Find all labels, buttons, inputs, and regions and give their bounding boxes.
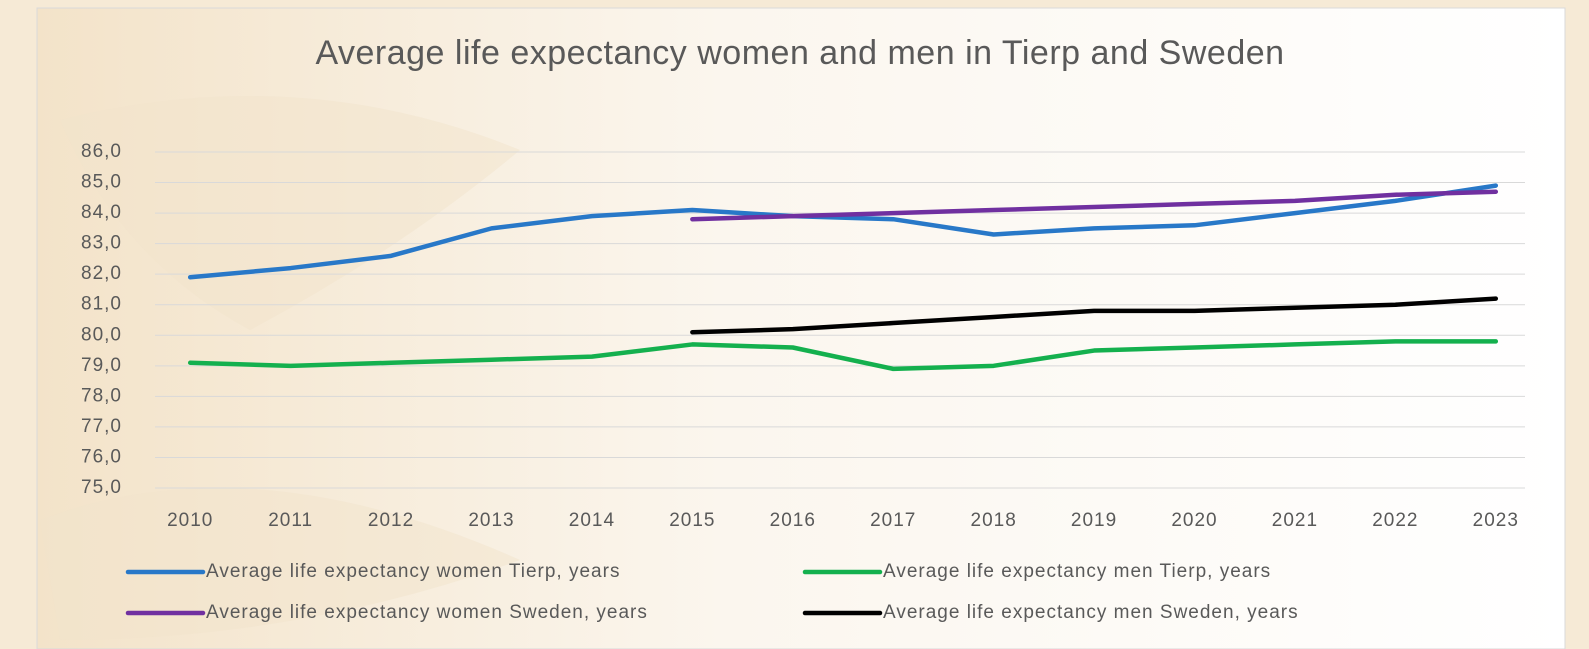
page: Average life expectancy women and men in… — [0, 0, 1589, 649]
y-tick-label: 79,0 — [81, 355, 122, 376]
x-tick-label: 2018 — [971, 510, 1017, 531]
y-tick-label: 84,0 — [81, 202, 122, 223]
line-series — [692, 299, 1495, 333]
x-tick-label: 2013 — [468, 510, 514, 531]
x-tick-label: 2010 — [167, 510, 213, 531]
x-tick-label: 2021 — [1272, 510, 1318, 531]
y-tick-label: 86,0 — [81, 141, 122, 162]
y-tick-label: 83,0 — [81, 233, 122, 254]
x-tick-label: 2014 — [569, 510, 615, 531]
x-tick-label: 2023 — [1473, 510, 1519, 531]
x-tick-label: 2020 — [1171, 510, 1217, 531]
legend-label: Average life expectancy men Sweden, year… — [883, 602, 1299, 623]
x-tick-label: 2022 — [1372, 510, 1418, 531]
y-tick-label: 82,0 — [81, 263, 122, 284]
y-tick-label: 80,0 — [81, 324, 122, 345]
legend-label: Average life expectancy women Sweden, ye… — [206, 602, 648, 623]
chart: 75,0 76,0 77,0 78,0 79,0 80,0 81,0 82,0 83,0 84,0… — [0, 0, 1589, 649]
line-series — [190, 341, 1496, 368]
x-tick-label: 2019 — [1071, 510, 1117, 531]
x-tick-label: 2017 — [870, 510, 916, 531]
y-tick-label: 85,0 — [81, 172, 122, 193]
legend-label: Average life expectancy women Tierp, yea… — [206, 561, 620, 582]
y-tick-label: 76,0 — [81, 446, 122, 467]
x-tick-label: 2015 — [669, 510, 715, 531]
y-tick-label: 81,0 — [81, 294, 122, 315]
x-tick-label: 2016 — [770, 510, 816, 531]
x-tick-label: 2012 — [368, 510, 414, 531]
y-tick-label: 78,0 — [81, 385, 122, 406]
x-tick-label: 2011 — [268, 510, 313, 531]
y-tick-label: 77,0 — [81, 416, 122, 437]
legend-label: Average life expectancy men Tierp, years — [883, 561, 1271, 582]
y-tick-label: 75,0 — [81, 477, 122, 498]
